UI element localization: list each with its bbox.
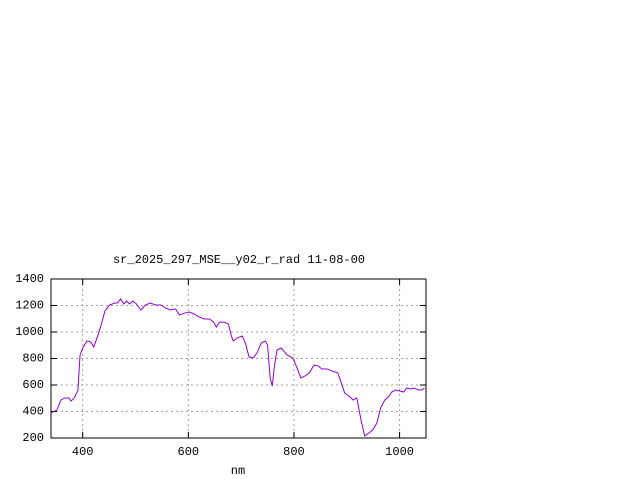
y-tick-label: 1400 xyxy=(15,272,44,286)
x-tick-label: 1000 xyxy=(385,445,414,459)
data-line xyxy=(50,298,425,437)
y-tick-label: 200 xyxy=(22,431,44,445)
chart-title: sr_2025_297_MSE__y02_r_rad 11-08-00 xyxy=(113,253,365,267)
x-tick-label: 400 xyxy=(72,445,94,459)
x-tick-label: 600 xyxy=(178,445,200,459)
x-tick-label: 800 xyxy=(283,445,305,459)
y-tick-label: 400 xyxy=(22,405,44,419)
y-tick-label: 600 xyxy=(22,378,44,392)
y-tick-label: 1200 xyxy=(15,299,44,313)
y-tick-label: 1000 xyxy=(15,325,44,339)
plot-border xyxy=(50,278,427,439)
y-tick-label: 800 xyxy=(22,352,44,366)
x-axis-label: nm xyxy=(231,464,245,478)
